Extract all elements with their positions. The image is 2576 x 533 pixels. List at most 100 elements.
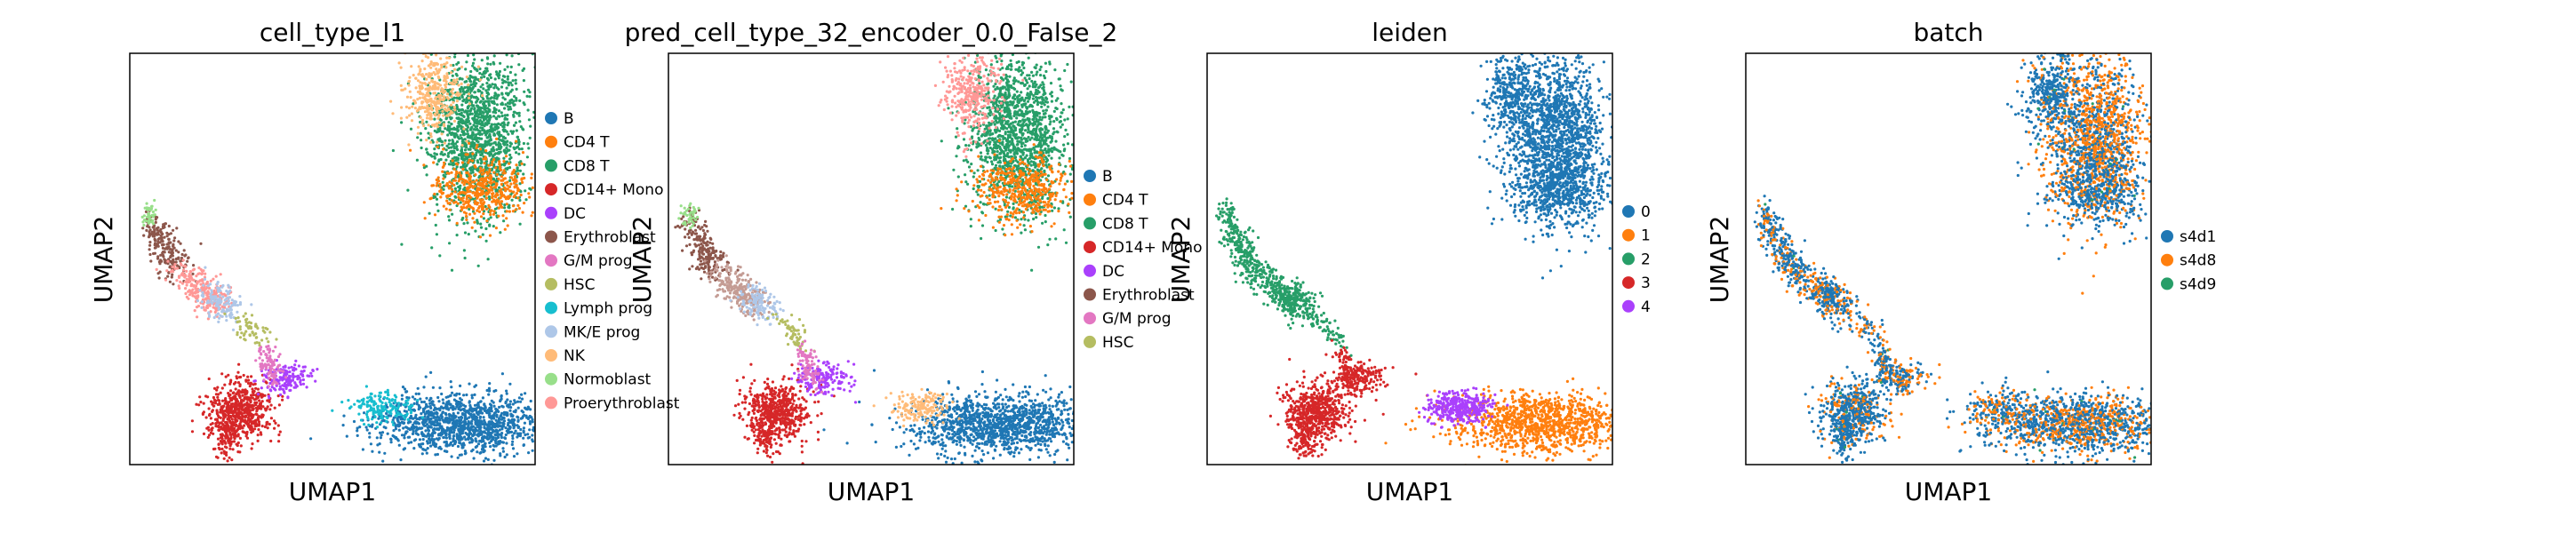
data-point — [420, 87, 423, 91]
data-point — [462, 222, 466, 226]
data-point — [498, 424, 501, 427]
data-point — [474, 437, 477, 441]
data-point — [460, 120, 464, 123]
data-point — [214, 455, 219, 458]
data-point — [484, 204, 487, 209]
data-point — [472, 191, 476, 195]
data-point — [456, 444, 460, 449]
data-point — [436, 427, 439, 431]
data-point — [479, 166, 483, 170]
data-point — [269, 417, 273, 420]
data-point — [501, 449, 506, 453]
data-point — [161, 253, 164, 257]
data-point — [536, 148, 539, 151]
data-point — [239, 444, 243, 448]
data-point — [486, 432, 490, 435]
data-point — [468, 207, 471, 211]
data-point — [522, 79, 526, 83]
data-point — [516, 406, 520, 410]
data-point — [259, 431, 262, 434]
data-point — [460, 208, 464, 211]
data-point — [456, 411, 460, 415]
data-point — [471, 217, 475, 220]
data-point — [448, 436, 452, 441]
data-point — [428, 420, 431, 424]
data-point — [559, 63, 562, 66]
data-point — [460, 149, 463, 153]
data-point — [363, 402, 366, 406]
data-point — [467, 147, 470, 151]
data-point — [416, 90, 420, 94]
data-point — [507, 418, 510, 422]
data-point — [159, 259, 163, 262]
data-point — [412, 423, 415, 427]
data-point — [429, 66, 433, 69]
data-point — [497, 150, 501, 155]
data-point — [562, 418, 564, 421]
data-point — [435, 87, 438, 91]
data-point — [500, 175, 504, 179]
data-point — [288, 388, 292, 393]
data-point — [537, 409, 540, 411]
data-point — [436, 209, 440, 212]
data-point — [471, 61, 476, 65]
data-point — [516, 203, 520, 207]
data-point — [507, 132, 510, 136]
data-point — [473, 185, 476, 188]
data-point — [165, 231, 169, 235]
data-point — [244, 379, 248, 383]
data-point — [488, 441, 492, 445]
data-point — [484, 207, 489, 211]
data-point — [221, 440, 225, 443]
data-point — [454, 128, 458, 131]
data-point — [468, 416, 471, 419]
data-point — [379, 394, 382, 398]
data-point — [415, 158, 419, 162]
data-point — [441, 109, 444, 113]
data-point — [472, 430, 476, 434]
data-point — [453, 407, 457, 410]
data-point — [472, 53, 476, 57]
data-point — [451, 87, 454, 91]
data-point — [522, 67, 526, 70]
data-point — [476, 115, 481, 119]
data-point — [448, 208, 452, 211]
data-point — [460, 180, 464, 184]
data-point — [480, 160, 484, 163]
data-point — [476, 127, 479, 131]
data-point — [469, 134, 473, 138]
data-point — [426, 434, 429, 437]
data-point — [476, 65, 481, 68]
data-point — [501, 124, 505, 128]
data-point — [492, 86, 496, 90]
data-point — [473, 156, 476, 160]
data-point — [499, 123, 502, 126]
data-point — [564, 439, 566, 442]
data-point — [443, 141, 446, 145]
data-point — [506, 149, 509, 153]
data-point — [501, 416, 505, 419]
data-point — [522, 410, 525, 414]
data-point — [368, 409, 372, 412]
data-point — [237, 362, 241, 366]
data-point — [480, 183, 484, 187]
data-point — [150, 230, 154, 234]
data-point — [372, 400, 376, 403]
data-point — [519, 160, 523, 163]
data-point — [474, 194, 477, 197]
data-point — [463, 148, 468, 152]
data-point — [215, 410, 219, 414]
data-point — [564, 78, 567, 81]
data-point — [426, 405, 429, 409]
data-point — [530, 172, 533, 176]
data-point — [468, 426, 472, 430]
data-point — [277, 433, 281, 437]
data-point — [229, 396, 233, 400]
data-point — [518, 222, 522, 226]
data-point — [257, 420, 261, 424]
data-point — [230, 465, 233, 468]
data-point — [459, 92, 462, 96]
data-point — [291, 378, 295, 382]
data-point — [507, 81, 510, 84]
data-point — [489, 62, 492, 66]
